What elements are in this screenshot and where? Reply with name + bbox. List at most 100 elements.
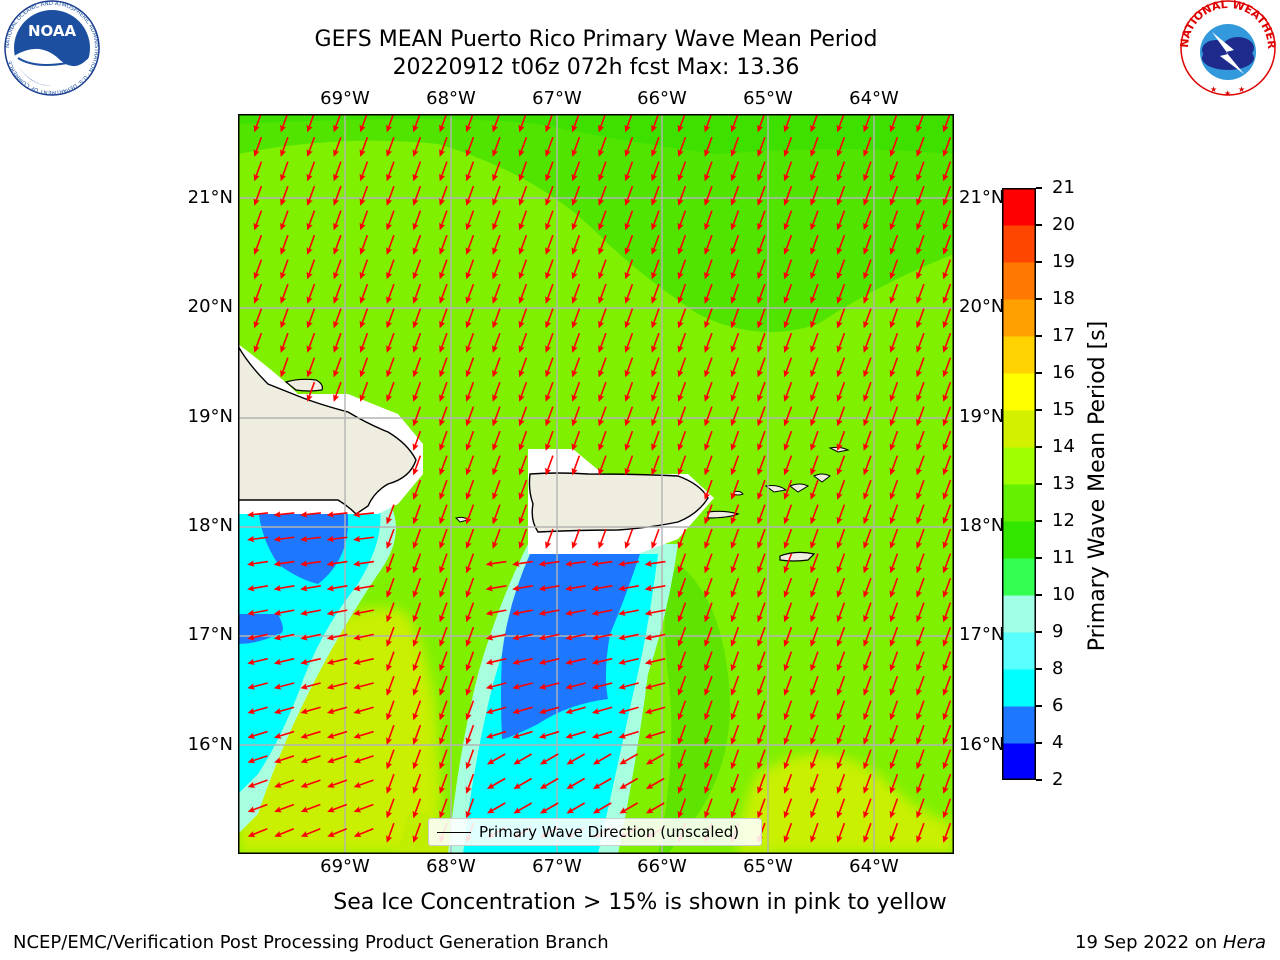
wave-direction-arrow — [783, 749, 793, 770]
wave-direction-arrow — [889, 455, 899, 476]
colorbar-segment — [1002, 521, 1036, 559]
wave-direction-arrow — [836, 553, 846, 574]
wave-direction-arrow — [492, 332, 501, 353]
wave-direction-arrow — [465, 430, 475, 451]
wave-direction-arrow — [644, 585, 666, 592]
wave-direction-arrow — [783, 602, 793, 623]
wave-direction-arrow — [571, 136, 581, 157]
wave-direction-arrow — [247, 535, 269, 543]
wave-direction-arrow — [359, 381, 369, 402]
wave-direction-arrow — [513, 777, 533, 789]
wave-direction-arrow — [359, 332, 369, 353]
wave-direction-arrow — [916, 136, 925, 157]
wave-direction-arrow — [757, 651, 766, 672]
wave-direction-arrow — [916, 161, 925, 182]
wave-direction-arrow — [730, 114, 740, 133]
wave-direction-arrow — [300, 730, 321, 739]
wave-direction-arrow — [730, 773, 740, 794]
wave-direction-arrow — [704, 798, 713, 819]
wave-direction-arrow — [916, 773, 925, 794]
lat-label-right: 21°N — [959, 187, 1005, 208]
wave-direction-arrow — [916, 234, 925, 255]
wave-direction-arrow — [810, 136, 819, 157]
lat-label-right: 18°N — [959, 515, 1005, 536]
wave-direction-arrow — [273, 560, 295, 567]
wave-direction-arrow — [412, 234, 422, 255]
colorbar-segment — [1002, 188, 1036, 226]
wave-direction-arrow — [386, 675, 395, 696]
wave-direction-arrow — [863, 577, 872, 598]
wave-direction-arrow — [916, 185, 925, 206]
wave-direction-arrow — [757, 381, 766, 402]
wave-direction-arrow — [545, 136, 554, 157]
wave-direction-arrow — [889, 651, 899, 672]
wave-direction-arrow — [942, 185, 952, 206]
colorbar-tick-label: 9 — [1052, 621, 1064, 642]
wave-direction-arrow — [863, 308, 872, 329]
wave-direction-arrow — [644, 682, 666, 690]
wave-direction-arrow — [591, 706, 613, 715]
colorbar-segment — [1002, 484, 1036, 522]
wave-direction-arrow — [386, 773, 395, 794]
colorbar-segment — [1002, 336, 1036, 374]
wave-direction-arrow — [836, 675, 846, 696]
wave-direction-arrow — [545, 381, 554, 402]
wave-direction-arrow — [730, 626, 740, 647]
wave-direction-arrow — [518, 332, 528, 353]
wave-direction-arrow — [704, 136, 713, 157]
wave-direction-arrow — [836, 602, 846, 623]
wave-direction-arrow — [810, 724, 819, 745]
wave-direction-arrow — [889, 357, 899, 378]
period-contour-11-12 — [238, 114, 954, 332]
wave-direction-arrow — [274, 803, 295, 813]
wave-direction-arrow — [651, 161, 660, 182]
wave-direction-arrow — [810, 504, 819, 525]
wave-direction-arrow — [624, 259, 634, 280]
wave-direction-arrow — [863, 602, 872, 623]
wave-direction-arrow — [359, 259, 369, 280]
wave-direction-arrow — [730, 283, 740, 304]
wave-direction-arrow — [783, 283, 793, 304]
wave-direction-arrow — [836, 406, 846, 427]
wave-direction-arrow — [942, 308, 952, 329]
wave-direction-arrow — [253, 136, 263, 157]
wave-direction-arrow — [492, 455, 501, 476]
wave-direction-arrow — [863, 161, 872, 182]
wave-direction-arrow — [863, 259, 872, 280]
noaa-logo-text: NOAA — [28, 22, 77, 40]
wave-direction-arrow — [644, 657, 666, 666]
wave-direction-arrow — [465, 136, 475, 157]
wave-direction-arrow — [810, 553, 819, 574]
wave-direction-arrow — [651, 455, 660, 476]
wave-direction-arrow — [889, 210, 899, 231]
wave-direction-arrow — [439, 553, 448, 574]
wave-direction-arrow — [300, 755, 321, 764]
wave-direction-arrow — [916, 602, 925, 623]
wave-direction-arrow — [306, 381, 316, 402]
wave-direction-arrow — [598, 136, 607, 157]
period-contour-13-14-southeast — [738, 754, 954, 854]
wave-direction-arrow — [545, 308, 554, 329]
wave-direction-arrow — [677, 308, 687, 329]
wave-direction-arrow — [280, 136, 289, 157]
wave-direction-arrow — [598, 283, 607, 304]
wave-direction-arrow — [624, 136, 634, 157]
wave-direction-arrow — [300, 803, 321, 813]
wave-direction-arrow — [253, 161, 263, 182]
wave-direction-arrow — [618, 560, 640, 567]
wave-direction-arrow — [677, 381, 687, 402]
wave-direction-arrow — [677, 114, 687, 133]
wave-direction-arrow — [651, 234, 660, 255]
wave-direction-arrow — [645, 753, 665, 765]
wave-direction-arrow — [624, 161, 634, 182]
colorbar-tick-mark — [1036, 668, 1042, 670]
wave-direction-arrow — [412, 626, 422, 647]
wave-direction-arrow — [280, 308, 289, 329]
wave-direction-arrow — [306, 332, 316, 353]
wave-direction-arrow — [863, 479, 872, 500]
wave-direction-arrow — [386, 357, 395, 378]
wave-direction-arrow — [465, 773, 475, 794]
wave-direction-arrow — [412, 798, 422, 819]
wave-direction-arrow — [704, 724, 713, 745]
wave-direction-arrow — [518, 308, 528, 329]
